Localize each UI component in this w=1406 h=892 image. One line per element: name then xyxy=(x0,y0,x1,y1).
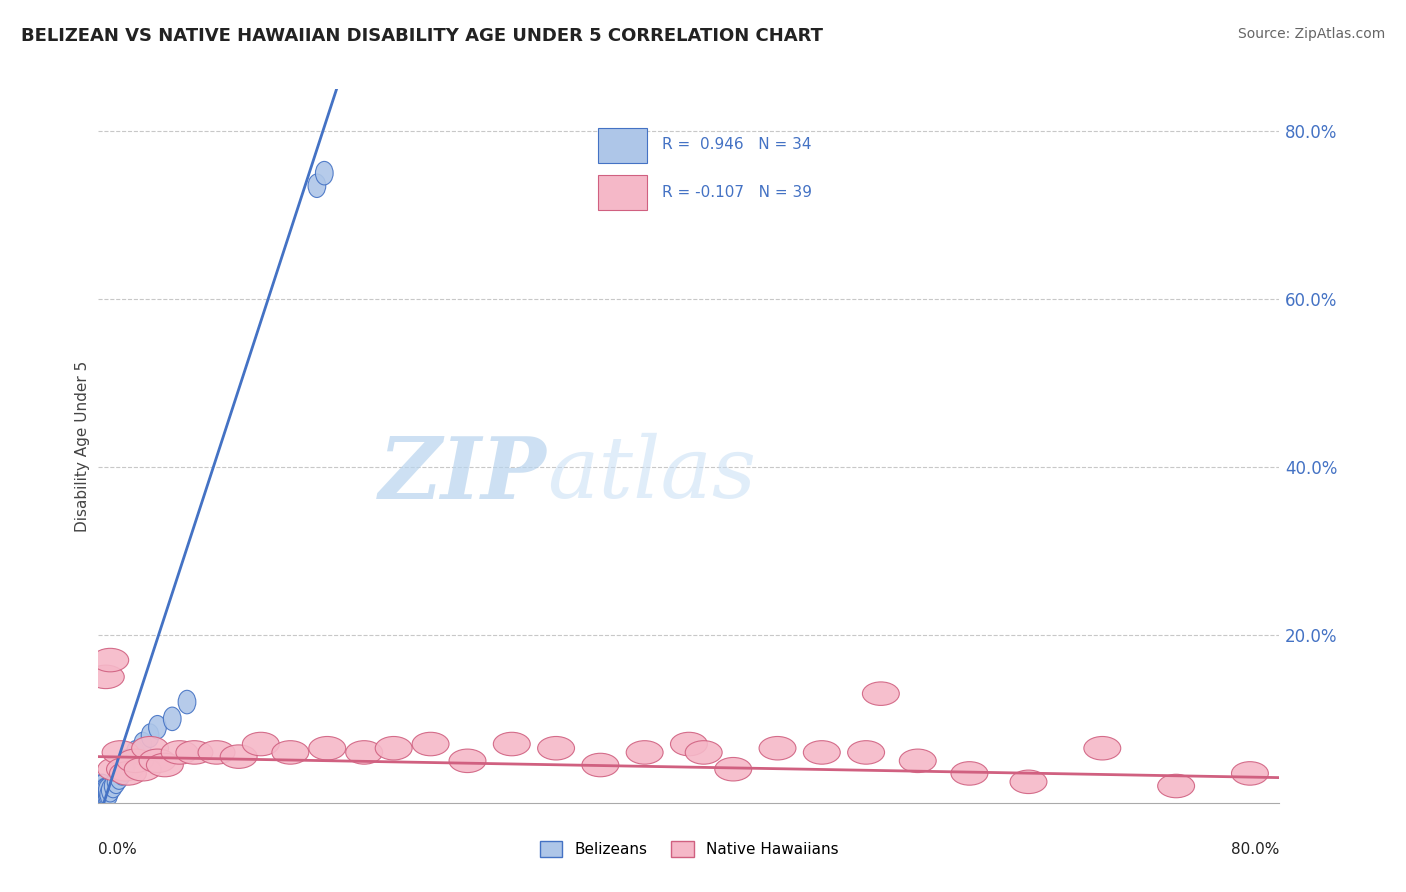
Ellipse shape xyxy=(97,779,115,802)
Ellipse shape xyxy=(91,782,108,806)
Ellipse shape xyxy=(104,774,122,797)
Ellipse shape xyxy=(94,779,111,802)
Ellipse shape xyxy=(1232,762,1268,785)
Ellipse shape xyxy=(97,757,135,781)
Ellipse shape xyxy=(101,779,120,802)
Ellipse shape xyxy=(671,732,707,756)
Ellipse shape xyxy=(315,161,333,185)
Ellipse shape xyxy=(94,782,111,806)
Ellipse shape xyxy=(149,715,166,739)
Text: Source: ZipAtlas.com: Source: ZipAtlas.com xyxy=(1237,27,1385,41)
Ellipse shape xyxy=(950,762,988,785)
Ellipse shape xyxy=(141,724,159,747)
Ellipse shape xyxy=(308,174,326,197)
Ellipse shape xyxy=(163,707,181,731)
Ellipse shape xyxy=(179,690,195,714)
Ellipse shape xyxy=(176,740,212,764)
Ellipse shape xyxy=(139,749,176,772)
Ellipse shape xyxy=(112,762,131,785)
Ellipse shape xyxy=(98,779,117,802)
Ellipse shape xyxy=(93,774,110,797)
Ellipse shape xyxy=(242,732,280,756)
Ellipse shape xyxy=(412,732,449,756)
Ellipse shape xyxy=(759,737,796,760)
Ellipse shape xyxy=(449,749,486,772)
Ellipse shape xyxy=(309,737,346,760)
Ellipse shape xyxy=(100,782,118,806)
Ellipse shape xyxy=(1010,770,1047,794)
Ellipse shape xyxy=(91,779,108,802)
Ellipse shape xyxy=(93,782,110,806)
Ellipse shape xyxy=(900,749,936,772)
Ellipse shape xyxy=(120,749,136,772)
Ellipse shape xyxy=(494,732,530,756)
Ellipse shape xyxy=(685,740,723,764)
Text: BELIZEAN VS NATIVE HAWAIIAN DISABILITY AGE UNDER 5 CORRELATION CHART: BELIZEAN VS NATIVE HAWAIIAN DISABILITY A… xyxy=(21,27,823,45)
Ellipse shape xyxy=(94,774,111,797)
Ellipse shape xyxy=(375,737,412,760)
Ellipse shape xyxy=(537,737,575,760)
Y-axis label: Disability Age Under 5: Disability Age Under 5 xyxy=(75,360,90,532)
Ellipse shape xyxy=(96,787,114,810)
Ellipse shape xyxy=(346,740,382,764)
Ellipse shape xyxy=(103,740,139,764)
Ellipse shape xyxy=(134,732,152,756)
Ellipse shape xyxy=(96,782,114,806)
Legend: Belizeans, Native Hawaiians: Belizeans, Native Hawaiians xyxy=(533,835,845,863)
Ellipse shape xyxy=(162,740,198,764)
Ellipse shape xyxy=(110,766,128,789)
Ellipse shape xyxy=(848,740,884,764)
Ellipse shape xyxy=(862,681,900,706)
Ellipse shape xyxy=(96,779,114,802)
Ellipse shape xyxy=(91,787,108,810)
Ellipse shape xyxy=(221,745,257,768)
Ellipse shape xyxy=(271,740,309,764)
Ellipse shape xyxy=(107,757,143,781)
Ellipse shape xyxy=(198,740,235,764)
Ellipse shape xyxy=(714,757,752,781)
Ellipse shape xyxy=(803,740,841,764)
Ellipse shape xyxy=(117,749,153,772)
Ellipse shape xyxy=(582,753,619,777)
Text: 0.0%: 0.0% xyxy=(98,842,138,857)
Text: ZIP: ZIP xyxy=(380,433,547,516)
Ellipse shape xyxy=(87,665,124,689)
Text: atlas: atlas xyxy=(547,434,756,516)
Ellipse shape xyxy=(94,787,111,810)
Ellipse shape xyxy=(98,782,117,806)
Ellipse shape xyxy=(97,782,115,806)
Ellipse shape xyxy=(626,740,664,764)
Ellipse shape xyxy=(124,757,162,781)
Ellipse shape xyxy=(91,648,129,672)
Ellipse shape xyxy=(110,762,146,785)
Ellipse shape xyxy=(132,737,169,760)
Ellipse shape xyxy=(146,753,183,777)
Ellipse shape xyxy=(1084,737,1121,760)
Text: 80.0%: 80.0% xyxy=(1232,842,1279,857)
Ellipse shape xyxy=(93,779,110,802)
Ellipse shape xyxy=(93,787,110,810)
Ellipse shape xyxy=(1157,774,1195,797)
Ellipse shape xyxy=(107,770,125,794)
Ellipse shape xyxy=(127,740,145,764)
Ellipse shape xyxy=(117,757,134,781)
